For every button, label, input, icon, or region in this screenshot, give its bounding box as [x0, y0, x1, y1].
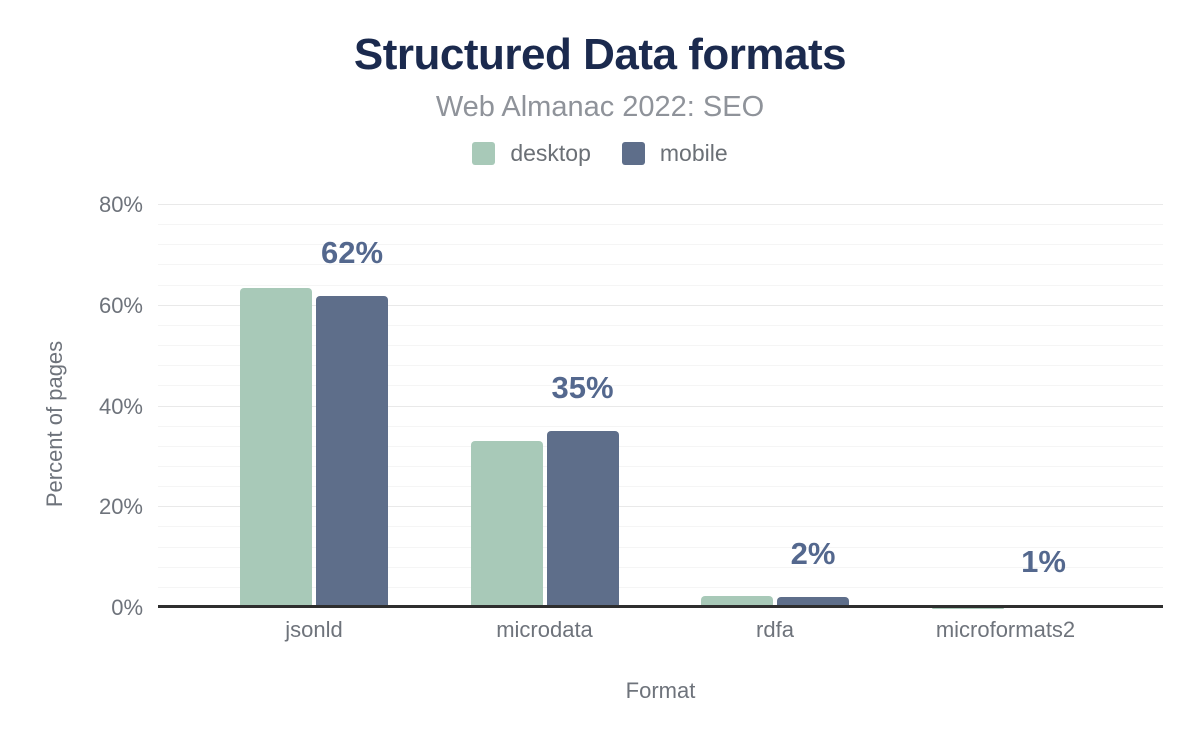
chart-subtitle: Web Almanac 2022: SEO	[435, 91, 765, 123]
gridline-minor	[158, 586, 1163, 588]
gridline-minor	[158, 224, 1163, 226]
gridline-minor	[158, 244, 1163, 246]
x-tick-microdata: microdata	[496, 617, 593, 642]
legend: desktop mobile	[0, 142, 1200, 165]
legend-item-desktop: desktop	[472, 142, 591, 165]
legend-label-mobile: mobile	[659, 140, 728, 166]
y-tick-80%: 80%	[98, 192, 143, 217]
gridline-minor	[158, 445, 1163, 447]
legend-item-mobile: mobile	[621, 140, 728, 166]
gridline-minor	[158, 546, 1163, 548]
gridline-major	[158, 304, 1163, 306]
gridline-major	[158, 204, 1163, 205]
value-label-microdata: 35%	[551, 369, 614, 405]
chart-title: Structured Data formats	[353, 30, 847, 79]
gridline-minor	[158, 526, 1163, 528]
gridline-minor	[158, 566, 1163, 568]
gridline-minor	[158, 284, 1163, 286]
x-axis-line	[158, 605, 1163, 608]
gridline-minor	[158, 425, 1163, 427]
legend-label-desktop: desktop	[510, 140, 591, 166]
gridline-minor	[158, 385, 1163, 387]
value-label-jsonld: 62%	[320, 235, 384, 271]
legend-swatch-mobile-icon	[621, 142, 645, 165]
value-label-microformats2: 1%	[1021, 543, 1066, 579]
y-tick-0%: 0%	[111, 595, 143, 620]
gridline-minor	[158, 264, 1163, 266]
y-tick-60%: 60%	[98, 292, 143, 318]
x-tick-rdfa: rdfa	[756, 617, 794, 642]
bar-mobile-rdfa[interactable]	[777, 597, 849, 608]
gridline-major	[158, 506, 1163, 508]
gridline-minor	[158, 345, 1163, 347]
gridline-minor	[158, 465, 1163, 467]
gridline-minor	[158, 365, 1163, 367]
value-label-rdfa: 2%	[790, 536, 836, 572]
gridline-minor	[158, 486, 1163, 488]
y-tick-40%: 40%	[98, 393, 143, 419]
bar-mobile-microdata[interactable]	[546, 430, 619, 608]
plot-area: 62% 35% 2% 1%	[158, 204, 1163, 608]
bar-mobile-jsonld[interactable]	[316, 296, 388, 608]
y-tick-20%: 20%	[98, 494, 143, 520]
bar-desktop-microdata[interactable]	[470, 440, 543, 608]
gridline-minor	[158, 324, 1163, 326]
bar-desktop-rdfa[interactable]	[701, 595, 773, 608]
x-tick-jsonld: jsonld	[285, 617, 343, 642]
y-axis-title: Percent of pages	[42, 340, 67, 508]
gridline-major	[158, 405, 1163, 407]
legend-swatch-desktop-icon	[472, 142, 496, 165]
x-axis-title: Format	[625, 678, 696, 703]
bar-desktop-jsonld[interactable]	[240, 287, 312, 608]
x-tick-microformats2: microformats2	[935, 617, 1076, 642]
